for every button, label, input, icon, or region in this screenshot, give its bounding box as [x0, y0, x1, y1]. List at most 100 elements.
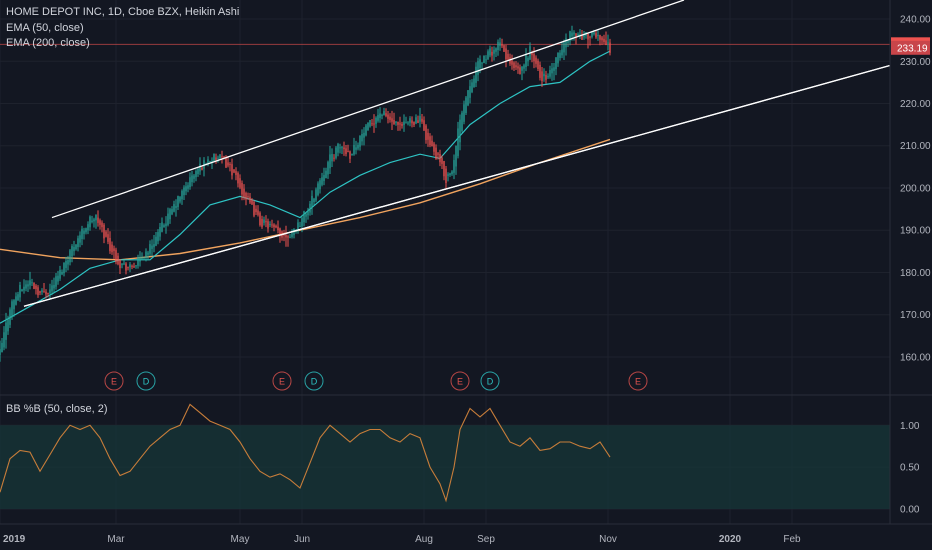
candle-body	[185, 186, 187, 192]
price-tick-label: 160.00	[900, 352, 931, 363]
bbpb-legend[interactable]: BB %B (50, close, 2)	[6, 403, 108, 415]
candle-body	[357, 144, 359, 149]
candle-body	[249, 196, 251, 203]
candle-body	[605, 40, 607, 45]
candle-body	[375, 117, 377, 124]
candle-body	[25, 284, 27, 289]
candle-body	[505, 48, 507, 60]
candle-body	[125, 263, 127, 271]
candle-body	[245, 193, 247, 200]
ema50-legend[interactable]: EMA (50, close)	[6, 22, 84, 34]
candle-body	[511, 60, 513, 65]
candle-body	[397, 121, 399, 125]
time-tick-label: Mar	[107, 534, 125, 545]
candle-body	[183, 187, 185, 196]
price-tag-bg	[891, 40, 930, 55]
symbol-legend[interactable]: HOME DEPOT INC, 1D, Cboe BZX, Heikin Ash…	[6, 6, 240, 18]
candle-body	[451, 171, 453, 175]
candle-body	[395, 121, 397, 123]
ema50-line	[0, 50, 611, 324]
candle-body	[315, 189, 317, 201]
candle-body	[551, 68, 553, 74]
price-tags: 234.01233.19	[891, 37, 930, 55]
candle-body	[73, 247, 75, 252]
candle-body	[381, 114, 383, 116]
candle-body	[305, 213, 307, 217]
candle-body	[111, 244, 113, 253]
candle-body	[537, 60, 539, 69]
candle-body	[59, 269, 61, 279]
candle-body	[543, 73, 545, 77]
candle-body	[527, 57, 529, 62]
candle-body	[493, 49, 495, 54]
candle-body	[301, 217, 303, 227]
candle-body	[167, 213, 169, 225]
channel-trendlines[interactable]	[23, 0, 891, 307]
candle-body	[13, 300, 15, 310]
candle-body	[171, 209, 173, 215]
candle-body	[99, 220, 101, 225]
candle-body	[469, 86, 471, 98]
candle-body	[117, 255, 119, 265]
price-tick-label: 190.00	[900, 226, 931, 237]
event-marker-circle	[104, 371, 124, 391]
candle-body	[331, 154, 333, 162]
candle-body	[353, 145, 355, 155]
candle-body	[355, 147, 357, 150]
candle-body	[85, 228, 87, 233]
candle-body	[289, 236, 291, 238]
candle-body	[0, 349, 1, 355]
candle-body	[319, 180, 321, 190]
candle-body	[377, 115, 379, 121]
candle-body	[349, 151, 351, 159]
candle-body	[229, 164, 231, 166]
candle-body	[383, 111, 385, 116]
candle-body	[609, 42, 611, 53]
candle-body	[303, 211, 305, 223]
candle-body	[465, 97, 467, 114]
candle-body	[481, 62, 483, 64]
candle-body	[523, 65, 525, 69]
candle-body	[407, 122, 409, 124]
candle-body	[365, 125, 367, 136]
candle-body	[165, 223, 167, 227]
candle-body	[61, 271, 63, 275]
candle-body	[443, 161, 445, 177]
candle-body	[589, 36, 591, 38]
event-marker-label: D	[143, 376, 150, 386]
candle-body	[313, 198, 315, 203]
candle-body	[309, 203, 311, 213]
candle-body	[425, 125, 427, 141]
candle-body	[119, 259, 121, 269]
candle-body	[483, 55, 485, 64]
candle-body	[105, 231, 107, 237]
candle-body	[363, 132, 365, 138]
candle-body	[7, 318, 9, 332]
event-marker-circle	[480, 371, 500, 391]
candle-body	[399, 123, 401, 125]
candle-body	[193, 175, 195, 179]
ema200-legend[interactable]: EMA (200, close)	[6, 37, 90, 49]
time-tick-label: Aug	[415, 534, 433, 545]
time-axis[interactable]: 2019 Mar May Jun Aug Sep Nov 2020 Feb	[3, 534, 801, 545]
event-marker-circle	[136, 371, 156, 391]
candle-body	[575, 33, 577, 38]
candle-body	[123, 263, 125, 265]
candle-body	[593, 32, 595, 35]
candle-body	[49, 289, 51, 294]
candle-body	[405, 122, 407, 124]
candle-body	[33, 282, 35, 289]
candle-body	[541, 71, 543, 82]
candle-body	[311, 195, 313, 209]
price-axis[interactable]: 160.00 170.00 180.00 190.00 200.00 210.00 220.…	[900, 15, 931, 516]
candle-body	[187, 185, 189, 189]
time-tick-label: Sep	[477, 534, 495, 545]
earnings-marker: E	[272, 371, 292, 391]
candle-body	[217, 157, 219, 159]
event-marker-label: E	[111, 376, 117, 386]
event-marker-circle	[450, 371, 470, 391]
candle-body	[391, 118, 393, 122]
candle-body	[435, 147, 437, 159]
